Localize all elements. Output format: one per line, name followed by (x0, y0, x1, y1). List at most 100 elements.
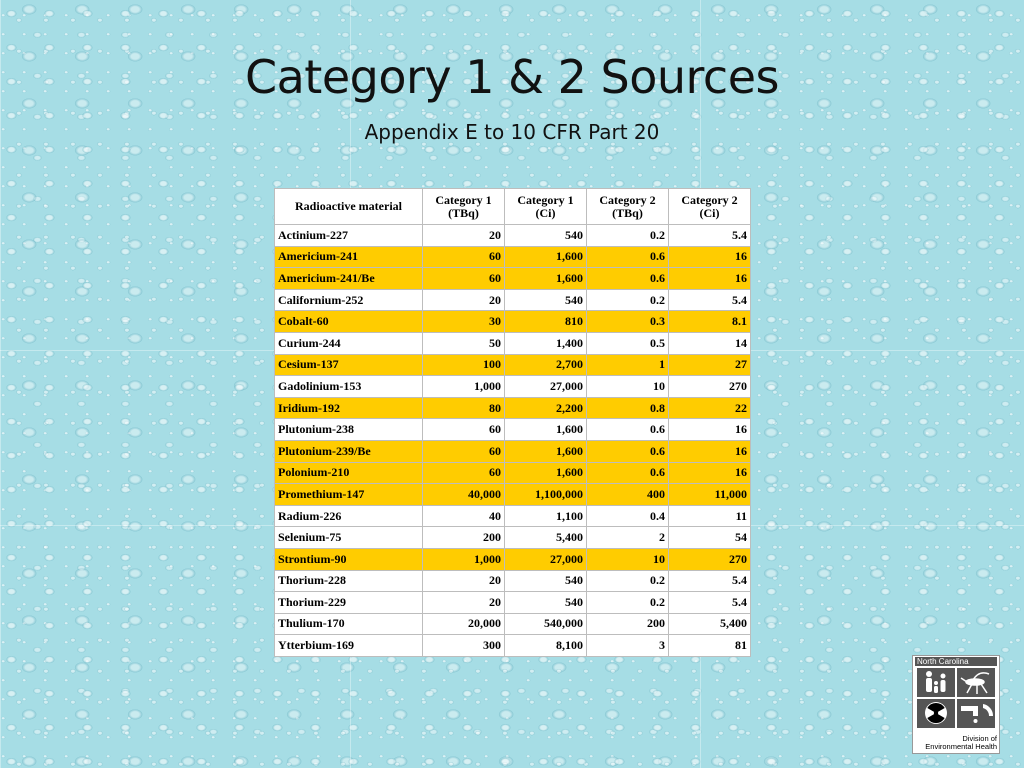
logo-line-division: Division of (962, 734, 997, 743)
value-cell: 81 (668, 634, 751, 657)
material-name-cell: Plutonium-238 (274, 418, 423, 441)
material-name-cell: Thorium-229 (274, 591, 423, 614)
value-cell: 5.4 (668, 224, 751, 247)
value-cell: 20 (422, 224, 505, 247)
material-name-cell: Gadolinium-153 (274, 375, 423, 398)
table-row: Gadolinium-153 1,000 27,000 10 270 (274, 375, 751, 398)
table-row: Thorium-228 20 540 0.2 5.4 (274, 569, 751, 593)
value-cell: 16 (668, 461, 751, 485)
value-cell: 5,400 (504, 526, 587, 549)
value-cell: 0.3 (586, 310, 669, 333)
header-label: Radioactive material (295, 199, 402, 213)
value-cell: 5,400 (668, 612, 751, 636)
value-cell: 20 (422, 288, 505, 312)
water-faucet-icon (961, 704, 994, 723)
table-row: Plutonium-239/Be 60 1,600 0.6 16 (274, 439, 751, 463)
header-cat2-ci: Category 2 (Ci) (668, 188, 751, 225)
table-row: Selenium-75 200 5,400 2 54 (274, 526, 751, 549)
sources-table-container: Radioactive material Category 1 (TBq) Cat… (274, 188, 751, 657)
slide-title: Category 1 & 2 Sources (245, 50, 779, 104)
value-cell: 11,000 (668, 483, 751, 506)
table-row: Strontium-90 1,000 27,000 10 270 (274, 547, 751, 571)
value-cell: 1,600 (504, 267, 587, 290)
header-cat2-tbq: Category 2 (TBq) (586, 188, 669, 225)
value-cell: 1,000 (422, 375, 505, 398)
material-name-cell: Curium-244 (274, 331, 423, 355)
value-cell: 270 (668, 547, 751, 571)
value-cell: 5.4 (668, 569, 751, 593)
logo-line-environmental-health: Environmental Health (925, 742, 997, 751)
value-cell: 0.2 (586, 224, 669, 247)
material-name-cell: Thulium-170 (274, 612, 423, 636)
value-cell: 16 (668, 267, 751, 290)
value-cell: 1,100,000 (504, 483, 587, 506)
material-name-cell: Americium-241 (274, 245, 423, 269)
material-name-cell: Radium-226 (274, 504, 423, 528)
table-row: Americium-241 60 1,600 0.6 16 (274, 245, 751, 269)
value-cell: 16 (668, 245, 751, 269)
value-cell: 16 (668, 418, 751, 441)
table-row: Cesium-137 100 2,700 1 27 (274, 353, 751, 377)
value-cell: 22 (668, 396, 751, 420)
value-cell: 0.6 (586, 461, 669, 485)
value-cell: 0.6 (586, 267, 669, 290)
value-cell: 0.8 (586, 396, 669, 420)
value-cell: 270 (668, 375, 751, 398)
value-cell: 60 (422, 418, 505, 441)
value-cell: 60 (422, 439, 505, 463)
value-cell: 540 (504, 569, 587, 593)
value-cell: 8.1 (668, 310, 751, 333)
value-cell: 30 (422, 310, 505, 333)
table-row: Cobalt-60 30 810 0.3 8.1 (274, 310, 751, 333)
value-cell: 60 (422, 267, 505, 290)
value-cell: 3 (586, 634, 669, 657)
material-name-cell: Cobalt-60 (274, 310, 423, 333)
table-row: Plutonium-238 60 1,600 0.6 16 (274, 418, 751, 441)
value-cell: 10 (586, 547, 669, 571)
material-name-cell: Americium-241/Be (274, 267, 423, 290)
value-cell: 60 (422, 245, 505, 269)
value-cell: 0.2 (586, 569, 669, 593)
value-cell: 20 (422, 569, 505, 593)
value-cell: 60 (422, 461, 505, 485)
sources-table: Radioactive material Category 1 (TBq) Cat… (274, 188, 751, 657)
table-row: Ytterbium-169 300 8,100 3 81 (274, 634, 751, 657)
value-cell: 1,100 (504, 504, 587, 528)
value-cell: 40 (422, 504, 505, 528)
table-row: Iridium-192 80 2,200 0.8 22 (274, 396, 751, 420)
value-cell: 0.6 (586, 245, 669, 269)
header-label: Category 2 (Ci) (681, 192, 738, 220)
value-cell: 540 (504, 288, 587, 312)
value-cell: 27,000 (504, 375, 587, 398)
value-cell: 80 (422, 396, 505, 420)
value-cell: 27,000 (504, 547, 587, 571)
value-cell: 540,000 (504, 612, 587, 636)
value-cell: 300 (422, 634, 505, 657)
value-cell: 0.5 (586, 331, 669, 355)
value-cell: 20,000 (422, 612, 505, 636)
material-name-cell: Ytterbium-169 (274, 634, 423, 657)
value-cell: 0.4 (586, 504, 669, 528)
radiation-icon (925, 702, 947, 724)
mosquito-icon (960, 672, 990, 694)
value-cell: 1,000 (422, 547, 505, 571)
value-cell: 0.2 (586, 591, 669, 614)
value-cell: 20 (422, 591, 505, 614)
value-cell: 54 (668, 526, 751, 549)
material-name-cell: Promethium-147 (274, 483, 423, 506)
table-row: Thulium-170 20,000 540,000 200 5,400 (274, 612, 751, 636)
value-cell: 200 (586, 612, 669, 636)
value-cell: 50 (422, 331, 505, 355)
value-cell: 5.4 (668, 591, 751, 614)
family-icon (926, 671, 946, 693)
slide-subtitle: Appendix E to 10 CFR Part 20 (364, 120, 660, 144)
value-cell: 11 (668, 504, 751, 528)
table-row: Americium-241/Be 60 1,600 0.6 16 (274, 267, 751, 290)
value-cell: 540 (504, 224, 587, 247)
table-row: Actinium-227 20 540 0.2 5.4 (274, 224, 751, 247)
value-cell: 810 (504, 310, 587, 333)
table-header-row: Radioactive material Category 1 (TBq) Cat… (274, 188, 751, 225)
value-cell: 540 (504, 591, 587, 614)
value-cell: 10 (586, 375, 669, 398)
table-row: Curium-244 50 1,400 0.5 14 (274, 331, 751, 355)
